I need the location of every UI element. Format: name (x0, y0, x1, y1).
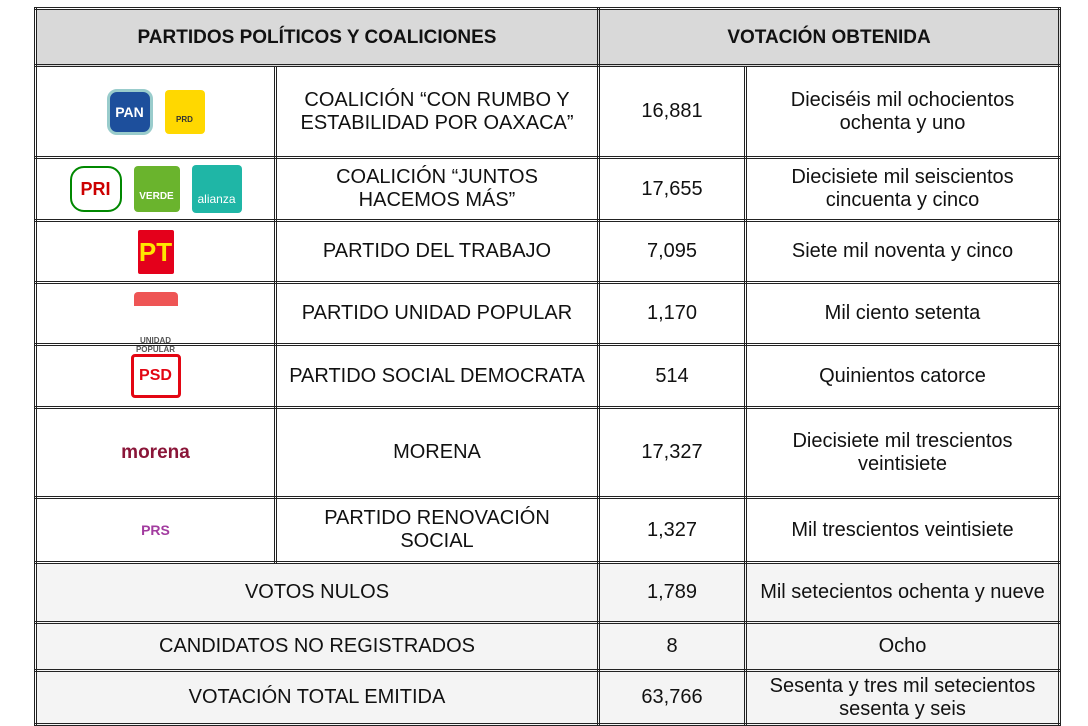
vote-words: Mil setecientos ochenta y nueve (744, 561, 1061, 624)
vote-words: Diecisiete mil seiscientos cincuenta y c… (744, 156, 1061, 222)
total-name: VOTACIÓN TOTAL EMITIDA (34, 669, 600, 726)
total-name: VOTOS NULOS (34, 561, 600, 624)
vote-count: 7,095 (597, 219, 747, 284)
party-logo: UNIDAD POPULAR (133, 291, 178, 354)
header-cell: VOTACIÓN OBTENIDA (597, 7, 1061, 67)
logo-cell: PT (34, 219, 277, 284)
party-name: PARTIDO DEL TRABAJO (274, 219, 600, 284)
vote-count: 17,327 (597, 406, 747, 499)
header-row: PARTIDOS POLÍTICOS Y COALICIONES VOTACIÓ… (34, 7, 1061, 67)
party-row: PRS PARTIDO RENOVACIÓN SOCIAL 1,327 Mil tre… (34, 496, 1061, 564)
vote-words: Sesenta y tres mil setecientos sesenta y… (744, 669, 1061, 726)
logo-cell: PSD (34, 343, 277, 409)
vote-count: 8 (597, 621, 747, 672)
party-row: PT PARTIDO DEL TRABAJO 7,095 Siete mil nove… (34, 219, 1061, 284)
vote-words: Mil trescientos veintisiete (744, 496, 1061, 564)
logo-cell: PAN PRD (34, 64, 277, 159)
party-name: COALICIÓN “JUNTOS HACEMOS MÁS” (274, 156, 600, 222)
vote-count: 514 (597, 343, 747, 409)
logo-cell: UNIDAD POPULAR (34, 281, 277, 354)
total-row: VOTACIÓN TOTAL EMITIDA 63,766 Sesenta y tr… (34, 669, 1061, 726)
party-logo: morena (121, 442, 190, 464)
vote-count: 1,789 (597, 561, 747, 624)
header-cell: PARTIDOS POLÍTICOS Y COALICIONES (34, 7, 600, 67)
total-row: VOTOS NULOS 1,789 Mil setecientos ochenta … (34, 561, 1061, 624)
party-name: MORENA (274, 406, 600, 499)
party-logo: PAN (106, 88, 153, 135)
vote-words: Ocho (744, 621, 1061, 672)
party-logo: PRI (69, 166, 122, 212)
party-row: PAN PRD COALICIÓN “CON RUMBO Y ESTABILIDAD… (34, 64, 1061, 159)
vote-words: Dieciséis mil ochocientos ochenta y uno (744, 64, 1061, 159)
party-row: UNIDAD POPULAR PARTIDO UNIDAD POPULAR 1,17… (34, 281, 1061, 354)
party-logo: VERDE (133, 166, 180, 212)
total-name: CANDIDATOS NO REGISTRADOS (34, 621, 600, 672)
party-logo: alianza (191, 165, 242, 213)
party-logo: PRD (164, 89, 205, 134)
party-logo: PRS (141, 521, 170, 538)
vote-words: Siete mil noventa y cinco (744, 219, 1061, 284)
table-body: PARTIDOS POLÍTICOS Y COALICIONES VOTACIÓ… (34, 7, 1061, 726)
vote-count: 16,881 (597, 64, 747, 159)
vote-words: Quinientos catorce (744, 343, 1061, 409)
party-logo: PSD (130, 354, 181, 398)
vote-count: 1,327 (597, 496, 747, 564)
logo-cell: PRI VERDE alianza (34, 156, 277, 222)
vote-count: 1,170 (597, 281, 747, 346)
vote-count: 17,655 (597, 156, 747, 222)
party-row: morena MORENA 17,327 Diecisiete mil trescie… (34, 406, 1061, 499)
total-row: CANDIDATOS NO REGISTRADOS 8 Ocho (34, 621, 1061, 672)
party-name: PARTIDO UNIDAD POPULAR (274, 281, 600, 346)
vote-count: 63,766 (597, 669, 747, 726)
party-row: PSD PARTIDO SOCIAL DEMOCRATA 514 Quinientos… (34, 343, 1061, 409)
party-name: COALICIÓN “CON RUMBO Y ESTABILIDAD POR O… (274, 64, 600, 159)
results-table: PARTIDOS POLÍTICOS Y COALICIONES VOTACIÓ… (34, 7, 1061, 726)
party-logo: PT (137, 229, 174, 274)
logo-cell: PRS (34, 496, 277, 564)
party-name: PARTIDO SOCIAL DEMOCRATA (274, 343, 600, 409)
party-name: PARTIDO RENOVACIÓN SOCIAL (274, 496, 600, 564)
party-row: PRI VERDE alianza COALICIÓN “JUNTOS HACEMOS… (34, 156, 1061, 222)
logo-cell: morena (34, 406, 277, 499)
vote-words: Mil ciento setenta (744, 281, 1061, 346)
vote-words: Diecisiete mil trescientos veintisiete (744, 406, 1061, 499)
